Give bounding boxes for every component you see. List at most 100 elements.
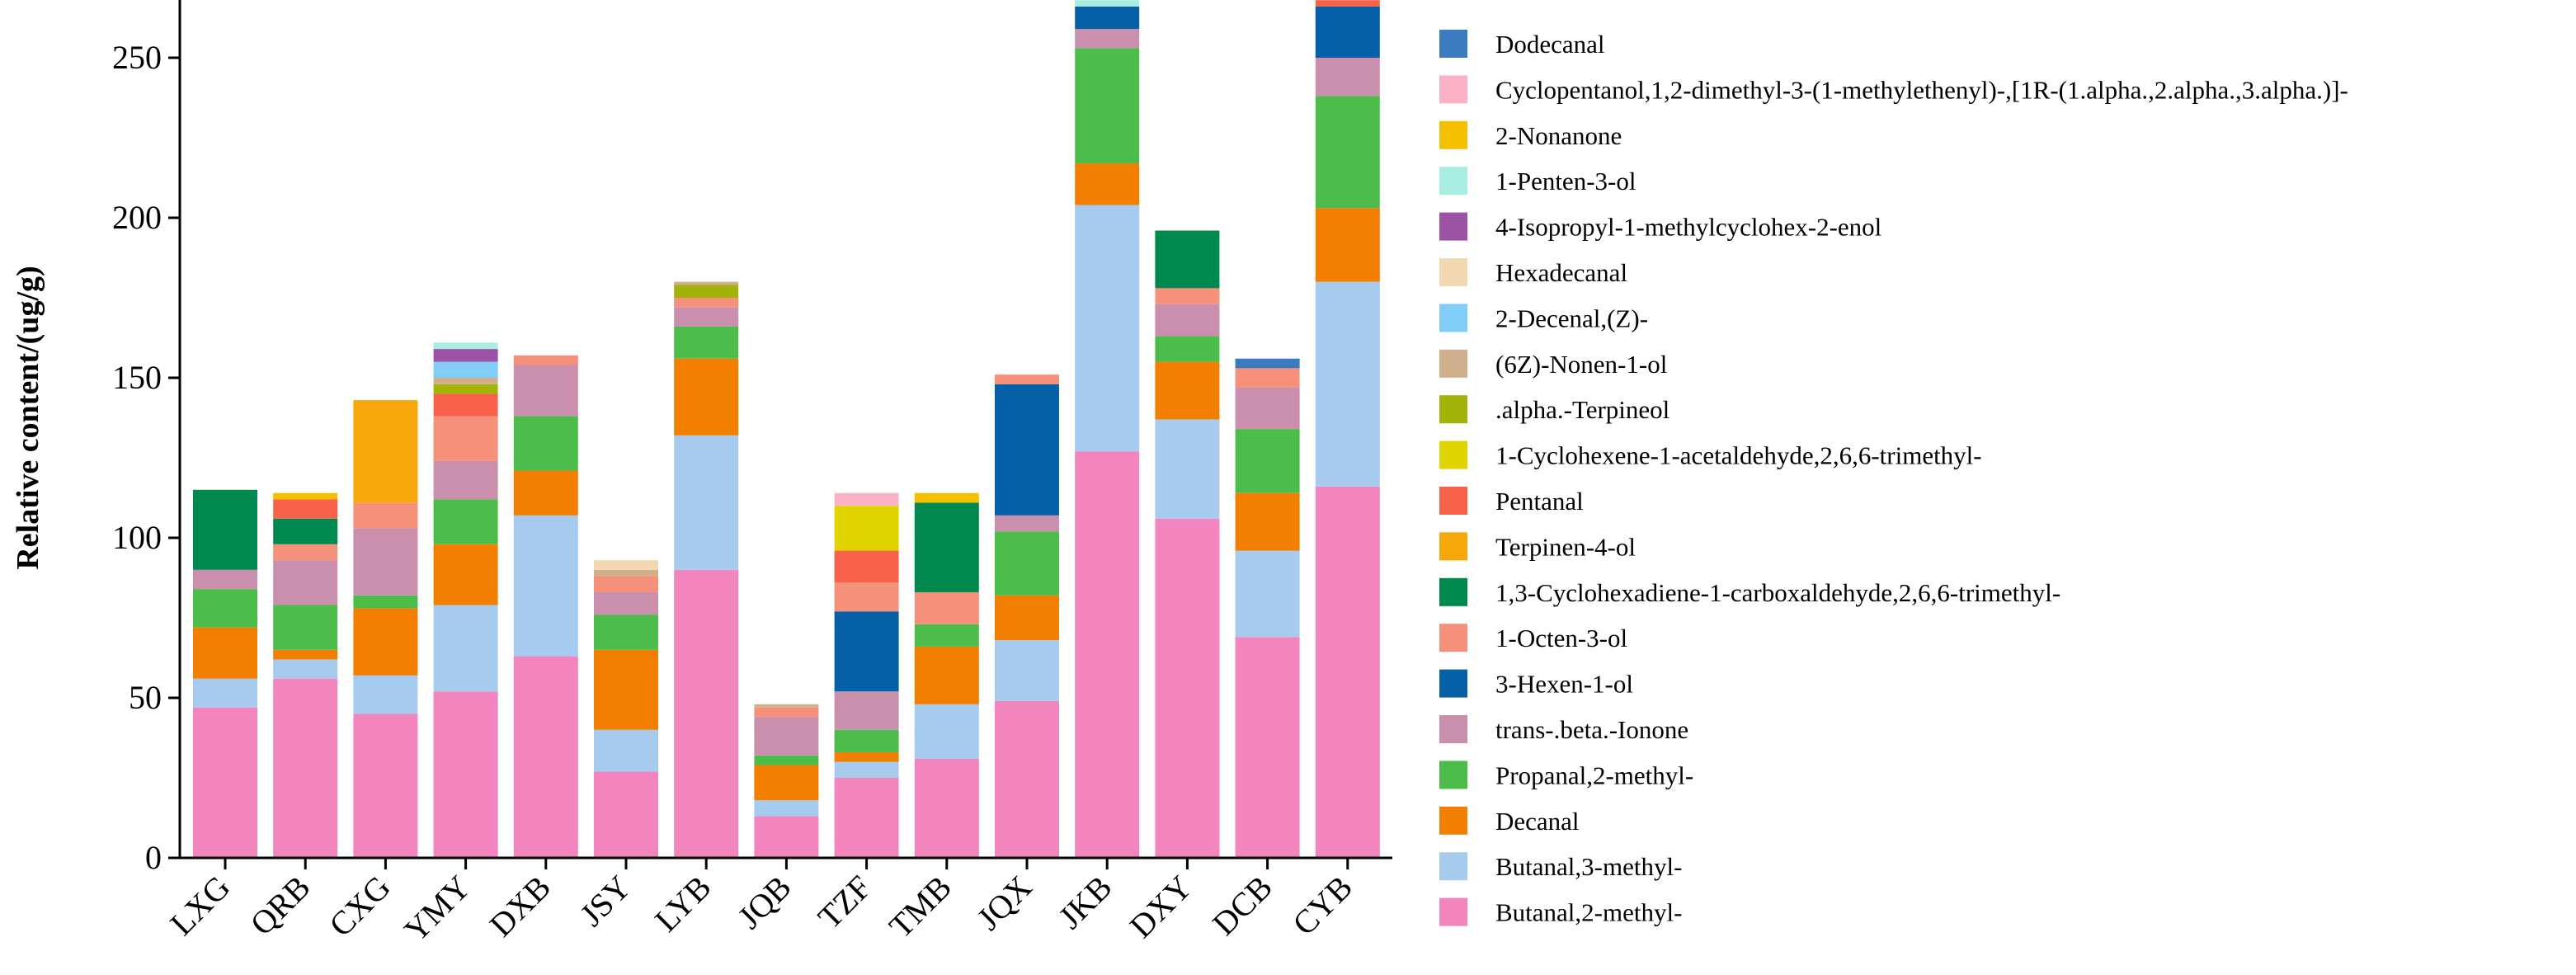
legend-item: 4-Isopropyl-1-methylcyclohex-2-enol: [1439, 212, 1881, 242]
x-tick-label: LYB: [648, 869, 718, 940]
legend-label: (6Z)-Nonen-1-ol: [1495, 350, 1667, 379]
bar-segment: [594, 591, 658, 615]
bar-segment: [1155, 304, 1220, 337]
legend-item: 1-Penten-3-ol: [1439, 167, 1636, 195]
bar-segment: [1155, 361, 1220, 420]
bar-segment: [1155, 336, 1220, 362]
legend-swatch: [1439, 167, 1467, 195]
y-tick-label: 100: [112, 519, 162, 556]
bar-segment: [433, 349, 498, 362]
legend-item: 2-Decenal,(Z)-: [1439, 304, 1648, 332]
legend-item: Butanal,2-methyl-: [1439, 897, 1682, 927]
legend-item: Pentanal: [1439, 487, 1584, 516]
legend-swatch: [1439, 532, 1467, 561]
bar-segment: [834, 691, 899, 730]
bar-segment: [433, 544, 498, 605]
bar-segment: [1075, 29, 1140, 49]
bar-segment: [594, 576, 658, 592]
bar-segment: [754, 707, 819, 718]
legend-item: Butanal,3-methyl-: [1439, 852, 1682, 881]
bar-segment: [1075, 6, 1140, 30]
legend-item: Dodecanal: [1439, 30, 1605, 59]
bar-segment: [594, 729, 658, 772]
bar-segment: [674, 435, 739, 570]
bar-segment: [353, 595, 418, 609]
legend-label: 1-Octen-3-ol: [1495, 624, 1627, 652]
legend-label: Propanal,2-methyl-: [1495, 761, 1693, 789]
bar-segment: [754, 755, 819, 765]
y-tick-label: 50: [129, 679, 162, 716]
x-tick-label: JQB: [731, 869, 798, 936]
bar-segment: [273, 492, 338, 500]
bar-segment: [914, 624, 979, 647]
x-tick-label: TMB: [882, 869, 958, 945]
bar-segment: [513, 470, 578, 516]
bar-segment: [353, 675, 418, 714]
bar-segment: [1315, 0, 1380, 7]
bar-segment: [754, 816, 819, 858]
legend-swatch: [1439, 395, 1467, 424]
bar-segment: [674, 298, 739, 308]
bar-segment: [353, 714, 418, 858]
y-tick-label: 200: [112, 199, 162, 236]
x-tick-label: YMY: [397, 869, 478, 949]
legend-label: 1,3-Cyclohexadiene-1-carboxaldehyde,2,6,…: [1495, 578, 2060, 607]
legend-swatch: [1439, 258, 1467, 286]
bar-segment: [513, 365, 578, 417]
legend-item: Propanal,2-methyl-: [1439, 761, 1693, 789]
x-tick-label: DXY: [1123, 869, 1199, 945]
bar-segment: [834, 751, 899, 762]
legend-label: Butanal,3-methyl-: [1495, 852, 1682, 881]
bar-segment: [433, 393, 498, 417]
bar-segment: [914, 591, 979, 624]
bar-segment: [353, 528, 418, 596]
legend-label: Cyclopentanol,1,2-dimethyl-3-(1-methylet…: [1495, 75, 2348, 104]
bar-segment: [995, 374, 1059, 384]
bar-segment: [834, 550, 899, 583]
bar-segment: [1235, 550, 1300, 638]
legend-swatch: [1439, 75, 1467, 104]
bar-segment: [433, 460, 498, 500]
bar-segment: [995, 595, 1059, 641]
legend-item: Decanal: [1439, 806, 1580, 836]
bar-segment: [1235, 387, 1300, 430]
bar-segment: [513, 355, 578, 365]
bar-segment: [995, 515, 1059, 532]
bar-segment: [834, 761, 899, 778]
bar-segment: [1235, 429, 1300, 493]
legend-item: 1-Octen-3-ol: [1439, 624, 1627, 652]
bar-segment: [1315, 6, 1380, 59]
bar-segment: [914, 646, 979, 704]
x-tick-label: JKB: [1051, 869, 1118, 936]
legend-label: Dodecanal: [1495, 30, 1605, 59]
bar-segment: [674, 326, 739, 359]
bar-segment: [1235, 368, 1300, 388]
legend-label: trans-.beta.-Ionone: [1495, 715, 1688, 744]
bar-segment: [834, 729, 899, 752]
x-tick-label: DCB: [1205, 869, 1279, 943]
bar-segment: [674, 281, 739, 285]
x-tick-label: JQX: [970, 868, 1039, 937]
bar-segment: [594, 569, 658, 577]
legend-label: 1-Cyclohexene-1-acetaldehyde,2,6,6-trime…: [1495, 441, 1982, 470]
legend-swatch: [1439, 897, 1467, 926]
legend-label: Decanal: [1495, 807, 1580, 836]
y-tick-label: 0: [145, 839, 162, 876]
legend-label: Butanal,2-methyl-: [1495, 898, 1682, 927]
bar-segment: [193, 627, 257, 679]
legend-swatch: [1439, 624, 1467, 652]
bar-segment: [834, 582, 899, 612]
x-tick-label: QRB: [243, 869, 318, 943]
bar-segment: [914, 758, 979, 858]
legend-item: 3-Hexen-1-ol: [1439, 669, 1633, 699]
bar-segment: [513, 416, 578, 471]
legend-label: 3-Hexen-1-ol: [1495, 670, 1633, 699]
bar-segment: [513, 656, 578, 858]
bar-segment: [834, 611, 899, 692]
bar-segment: [1075, 0, 1140, 7]
legend-label: 2-Nonanone: [1495, 121, 1622, 150]
legend-item: 2-Nonanone: [1439, 120, 1622, 150]
bar-segment: [754, 800, 819, 817]
bar-segment: [1235, 358, 1300, 369]
